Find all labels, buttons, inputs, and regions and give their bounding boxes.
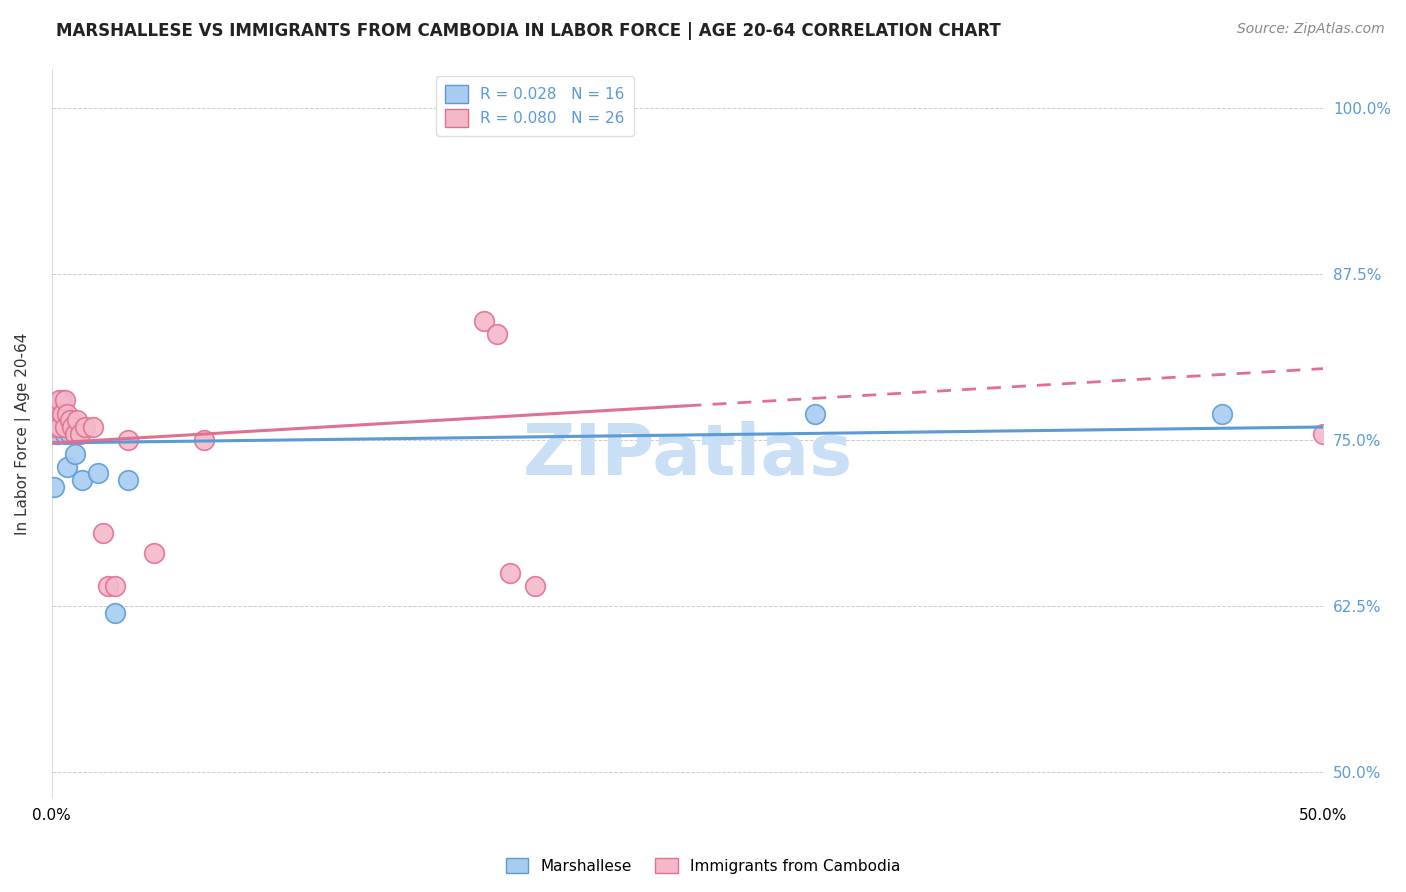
Point — [59, 426, 82, 441]
Point — [803, 407, 825, 421]
Point — [91, 526, 114, 541]
Point — [523, 579, 546, 593]
Point — [86, 467, 108, 481]
Point — [48, 393, 70, 408]
Point — [117, 473, 139, 487]
Point — [59, 413, 82, 427]
Point — [51, 393, 73, 408]
Legend: R = 0.028   N = 16, R = 0.080   N = 26: R = 0.028 N = 16, R = 0.080 N = 26 — [436, 76, 634, 136]
Point — [193, 434, 215, 448]
Point — [69, 426, 91, 441]
Point — [44, 480, 66, 494]
Point — [66, 413, 89, 427]
Point — [53, 420, 76, 434]
Point — [53, 393, 76, 408]
Point — [44, 420, 66, 434]
Point — [48, 420, 70, 434]
Point — [142, 546, 165, 560]
Point — [53, 426, 76, 441]
Point — [51, 407, 73, 421]
Point — [104, 606, 127, 620]
Point — [72, 473, 94, 487]
Point — [45, 400, 67, 414]
Point — [73, 420, 96, 434]
Point — [1312, 426, 1334, 441]
Point — [48, 400, 70, 414]
Point — [82, 420, 104, 434]
Point — [104, 579, 127, 593]
Text: MARSHALLESE VS IMMIGRANTS FROM CAMBODIA IN LABOR FORCE | AGE 20-64 CORRELATION C: MARSHALLESE VS IMMIGRANTS FROM CAMBODIA … — [56, 22, 1001, 40]
Point — [63, 446, 86, 460]
Point — [60, 420, 83, 434]
Point — [485, 327, 508, 342]
Point — [56, 459, 79, 474]
Y-axis label: In Labor Force | Age 20-64: In Labor Force | Age 20-64 — [15, 333, 31, 535]
Point — [45, 407, 67, 421]
Text: ZIPatlas: ZIPatlas — [523, 421, 852, 490]
Point — [97, 579, 120, 593]
Legend: Marshallese, Immigrants from Cambodia: Marshallese, Immigrants from Cambodia — [499, 852, 907, 880]
Point — [117, 434, 139, 448]
Point — [63, 426, 86, 441]
Point — [51, 400, 73, 414]
Text: Source: ZipAtlas.com: Source: ZipAtlas.com — [1237, 22, 1385, 37]
Point — [56, 407, 79, 421]
Point — [498, 566, 520, 580]
Point — [45, 426, 67, 441]
Point — [1211, 407, 1233, 421]
Point — [472, 314, 495, 328]
